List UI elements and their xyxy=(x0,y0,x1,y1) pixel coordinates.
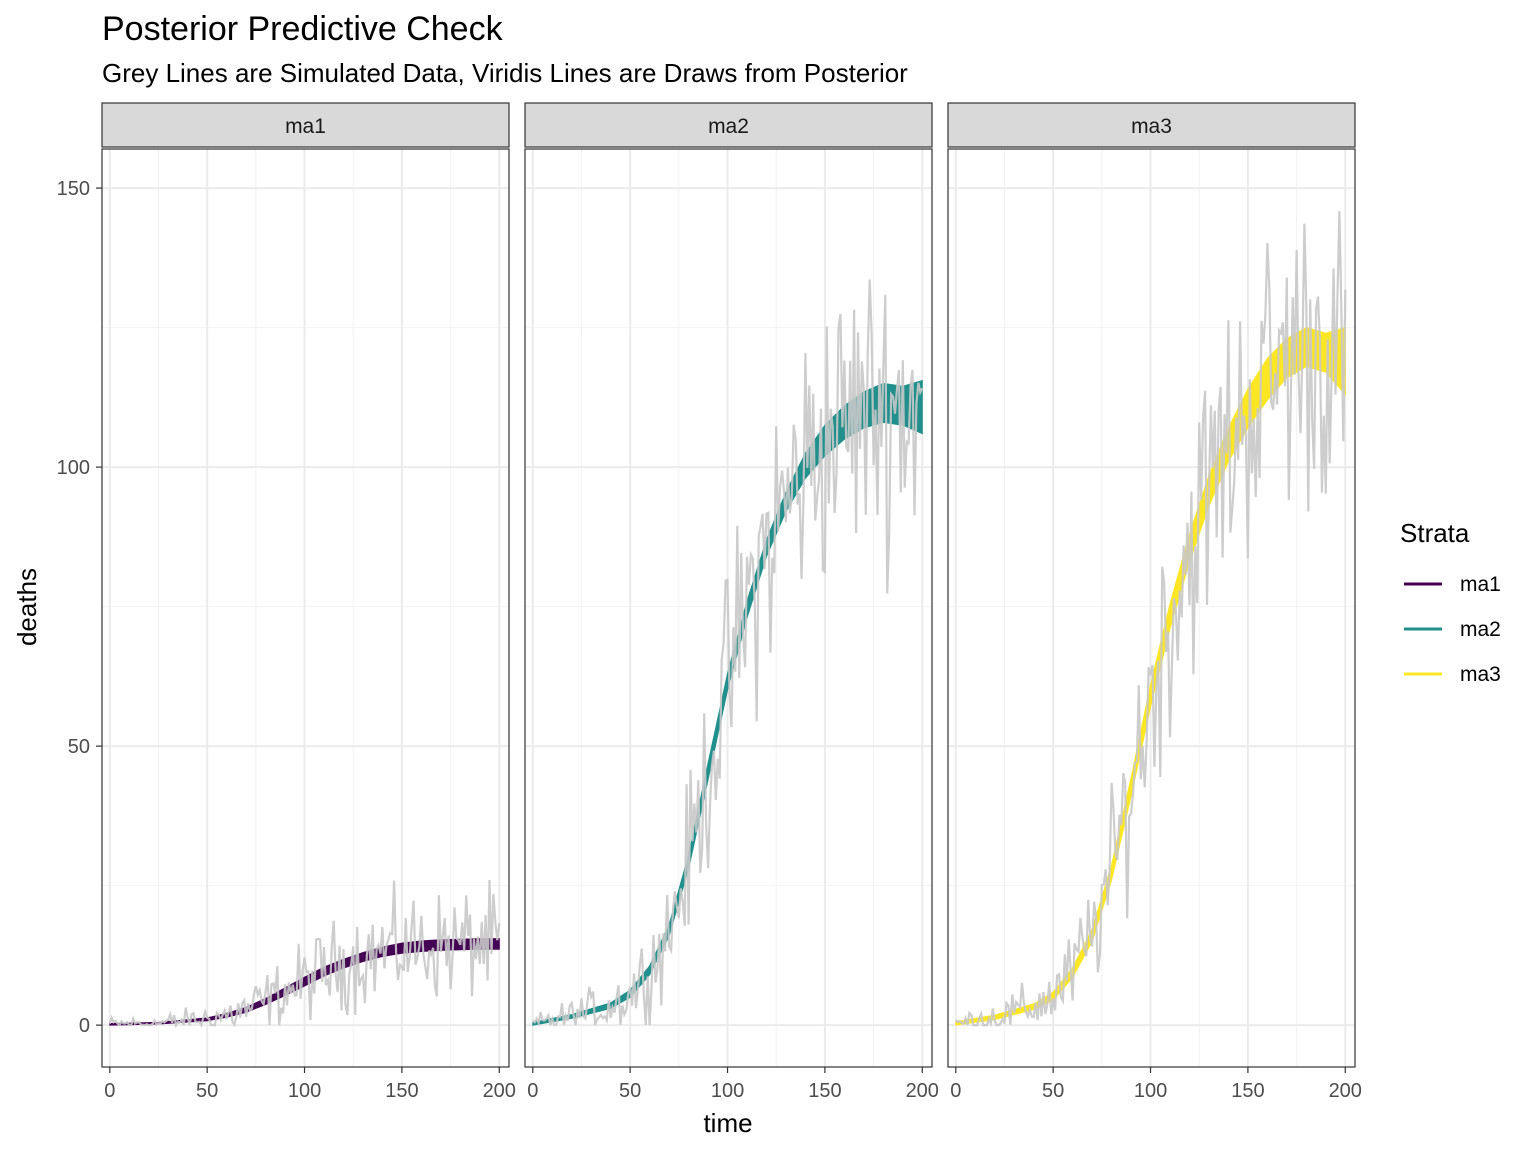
panel-border xyxy=(524,148,933,1068)
facet-strip xyxy=(947,102,1356,148)
x-tick-label: 150 xyxy=(808,1080,841,1102)
legend-title: Strata xyxy=(1400,518,1470,548)
y-tick-label: 150 xyxy=(57,178,90,200)
y-tick-label: 50 xyxy=(68,736,90,758)
facet-panel-ma3: ma3 0 50 100 150 200 xyxy=(947,102,1362,1102)
simulated-data-line xyxy=(108,879,501,1029)
y-axis-title: deaths xyxy=(12,568,42,646)
y-tick-label: 0 xyxy=(79,1015,90,1037)
legend-label-ma3: ma3 xyxy=(1460,663,1501,686)
x-tick-label: 0 xyxy=(527,1080,538,1102)
chart-title: Posterior Predictive Check xyxy=(102,10,504,48)
chart-subtitle: Grey Lines are Simulated Data, Viridis L… xyxy=(102,58,908,88)
x-tick-label: 150 xyxy=(1231,1080,1264,1102)
y-tick-label: 100 xyxy=(57,457,90,479)
y-axis: 0 50 100 150 xyxy=(57,178,102,1037)
x-tick-label: 50 xyxy=(1042,1080,1064,1102)
x-tick-label: 100 xyxy=(1134,1080,1167,1102)
x-axis-title: time xyxy=(703,1108,752,1138)
facet-panel-ma1: ma1 0 50 100 150 200 xyxy=(101,102,516,1102)
x-tick-label: 50 xyxy=(196,1080,218,1102)
x-tick-label: 50 xyxy=(619,1080,641,1102)
x-tick-label: 200 xyxy=(1329,1080,1362,1102)
x-tick-label: 150 xyxy=(385,1080,418,1102)
legend: Strata ma1 ma2 ma3 xyxy=(1400,518,1501,686)
facet-strip xyxy=(101,102,510,148)
x-tick-label: 200 xyxy=(906,1080,939,1102)
x-tick-label: 100 xyxy=(711,1080,744,1102)
simulated-data-line xyxy=(955,211,1347,1028)
x-tick-label: 200 xyxy=(483,1080,516,1102)
facet-panel-ma2: ma2 0 50 100 150 200 xyxy=(524,102,939,1102)
x-tick-label: 0 xyxy=(104,1080,115,1102)
legend-label-ma1: ma1 xyxy=(1460,573,1501,596)
panel-border xyxy=(101,148,510,1068)
facet-strip xyxy=(524,102,933,148)
panel-border xyxy=(947,148,1356,1068)
facet-strip-label: ma1 xyxy=(285,115,326,138)
simulated-data-line xyxy=(532,279,924,1027)
facet-strip-label: ma2 xyxy=(708,115,749,138)
x-tick-label: 100 xyxy=(288,1080,321,1102)
facet-strip-label: ma3 xyxy=(1131,115,1172,138)
facet-panels: ma1 0 50 100 150 200 ma2 0 50 100 150 200 ma3 0 50 100 1… xyxy=(101,102,1362,1102)
x-tick-label: 0 xyxy=(950,1080,961,1102)
legend-label-ma2: ma2 xyxy=(1460,618,1501,641)
